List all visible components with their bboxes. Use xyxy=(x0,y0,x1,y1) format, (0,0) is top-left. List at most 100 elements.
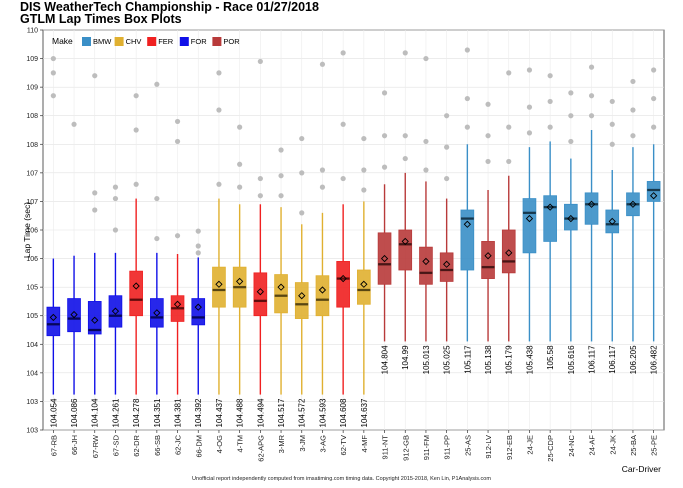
min-lap-label: 104.637 xyxy=(360,398,369,427)
box-iqr xyxy=(150,298,164,328)
x-tick-label: 62-JC xyxy=(174,434,183,455)
outlier-point xyxy=(588,64,595,70)
mean-marker xyxy=(111,307,120,315)
y-tick-label: 107 xyxy=(26,199,38,206)
outlier-point xyxy=(237,184,243,190)
x-tick-label: 4-MF xyxy=(360,435,369,453)
outlier-point xyxy=(299,210,305,216)
outlier-point xyxy=(526,67,533,73)
outlier-point xyxy=(340,121,346,127)
outlier-point xyxy=(195,250,201,256)
min-lap-label: 106.205 xyxy=(629,345,638,374)
outlier-point xyxy=(568,138,574,145)
y-tick-label: 104 xyxy=(26,370,38,377)
mean-marker xyxy=(194,303,202,311)
y-tick-label: 107 xyxy=(26,170,38,177)
x-tick-label: 911-NT xyxy=(381,435,390,460)
x-tick-label: 66-JH xyxy=(70,435,79,455)
outlier-point xyxy=(485,101,491,107)
outlier-point xyxy=(174,138,181,145)
outlier-point xyxy=(112,227,119,233)
box-iqr xyxy=(564,203,578,231)
outlier-point xyxy=(464,47,470,53)
legend-swatch xyxy=(114,37,124,46)
outlier-point xyxy=(92,190,98,196)
outlier-point xyxy=(216,181,222,187)
legend-label: BMW xyxy=(93,37,112,46)
x-tick-label: 911-FM xyxy=(422,435,431,460)
y-tick-label: 105 xyxy=(26,285,38,292)
outlier-point xyxy=(568,90,574,96)
outlier-point xyxy=(547,124,553,130)
box-iqr xyxy=(67,298,81,333)
box-iqr xyxy=(377,232,392,285)
x-tick-label: 62-TV xyxy=(339,435,348,455)
mean-marker xyxy=(546,203,554,211)
min-lap-label: 104.381 xyxy=(174,398,183,427)
outlier-point xyxy=(278,147,284,153)
outlier-point xyxy=(92,207,98,213)
min-lap-label: 104.99 xyxy=(401,345,410,370)
x-tick-label: 3-JM xyxy=(298,435,307,452)
mean-marker xyxy=(256,288,264,296)
outlier-point xyxy=(651,95,657,102)
mean-marker xyxy=(587,200,596,208)
box-iqr xyxy=(522,198,537,254)
outlier-point xyxy=(319,184,326,190)
box-iqr xyxy=(501,229,516,274)
min-lap-label: 105.025 xyxy=(443,345,452,374)
outlier-point xyxy=(402,133,408,139)
mean-marker xyxy=(629,200,637,208)
outlier-point xyxy=(319,61,326,67)
outlier-point xyxy=(444,144,450,150)
min-lap-label: 105.013 xyxy=(422,345,431,374)
outlier-point xyxy=(630,107,636,113)
outlier-point xyxy=(50,70,56,76)
outlier-point xyxy=(257,175,263,182)
outlier-point xyxy=(112,195,119,202)
min-lap-label: 104.593 xyxy=(318,398,327,427)
box-iqr xyxy=(543,195,557,242)
outlier-point xyxy=(50,93,56,99)
y-tick-label: 103 xyxy=(26,428,38,435)
min-lap-label: 104.392 xyxy=(194,398,203,427)
legend-swatch xyxy=(179,37,189,46)
legend-label: POR xyxy=(223,37,240,46)
x-tick-label: 62-APG xyxy=(256,435,265,462)
y-tick-label: 103 xyxy=(26,399,38,406)
x-tick-label: 66-SB xyxy=(153,435,162,456)
outlier-point xyxy=(630,78,636,85)
outlier-point xyxy=(71,121,77,127)
outlier-point xyxy=(588,113,595,119)
box-iqr xyxy=(646,181,661,202)
x-tick-label: 3-AG xyxy=(318,435,327,453)
x-tick-label: 67-RB xyxy=(49,435,58,456)
mean-marker xyxy=(277,283,285,291)
outlier-point xyxy=(588,93,595,99)
outlier-point xyxy=(630,133,636,139)
outlier-point xyxy=(174,233,181,239)
mean-marker xyxy=(650,192,658,200)
outlier-point xyxy=(381,133,388,139)
x-axis-title: Car-Driver xyxy=(622,464,661,474)
mean-marker xyxy=(463,220,471,228)
outlier-point xyxy=(381,164,388,170)
outlier-point xyxy=(506,124,512,130)
box-iqr xyxy=(191,298,206,326)
x-tick-label: 24-NC xyxy=(567,434,576,456)
min-lap-label: 104.804 xyxy=(381,345,390,374)
outlier-point xyxy=(299,170,305,176)
x-tick-label: 912-GB xyxy=(401,435,410,461)
box-iqr xyxy=(336,261,350,308)
outlier-point xyxy=(423,138,429,145)
outlier-point xyxy=(112,184,119,190)
mean-marker xyxy=(236,277,244,286)
x-tick-label: 4-TM xyxy=(236,435,245,453)
outlier-point xyxy=(361,187,367,193)
box-iqr xyxy=(584,192,599,225)
legend-swatch xyxy=(147,37,157,46)
outlier-point xyxy=(609,121,615,127)
outlier-point xyxy=(278,193,284,199)
min-lap-label: 104.261 xyxy=(111,398,120,427)
